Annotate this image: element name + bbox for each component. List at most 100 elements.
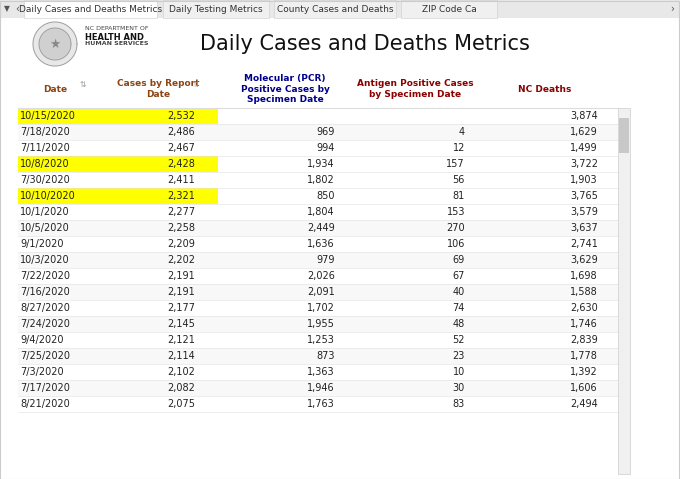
Text: 56: 56 [453, 175, 465, 185]
Text: 7/16/2020: 7/16/2020 [20, 287, 70, 297]
Text: 1,606: 1,606 [571, 383, 598, 393]
Text: Molecular (PCR)
Positive Cases by
Specimen Date: Molecular (PCR) Positive Cases by Specim… [241, 74, 329, 104]
Text: 8/27/2020: 8/27/2020 [20, 303, 70, 313]
Text: 2,177: 2,177 [167, 303, 195, 313]
Bar [18, 380, 618, 396]
Bar [619, 118, 629, 153]
Text: 7/18/2020: 7/18/2020 [20, 127, 70, 137]
Text: 1,746: 1,746 [571, 319, 598, 329]
Text: 873: 873 [316, 351, 335, 361]
Text: 2,277: 2,277 [167, 207, 195, 217]
Text: 3,722: 3,722 [570, 159, 598, 169]
Text: 74: 74 [453, 303, 465, 313]
Text: 1,363: 1,363 [307, 367, 335, 377]
Text: 1,946: 1,946 [307, 383, 335, 393]
Text: Daily Testing Metrics: Daily Testing Metrics [169, 4, 262, 13]
Text: 7/3/2020: 7/3/2020 [20, 367, 64, 377]
Text: 270: 270 [446, 223, 465, 233]
Text: 2,449: 2,449 [307, 223, 335, 233]
Text: 2,202: 2,202 [167, 255, 195, 265]
Text: 979: 979 [316, 255, 335, 265]
Bar [18, 108, 218, 124]
Bar [18, 348, 618, 364]
Text: 1,802: 1,802 [307, 175, 335, 185]
Text: 2,102: 2,102 [167, 367, 195, 377]
Text: 1,253: 1,253 [307, 335, 335, 345]
Text: ‹: ‹ [15, 4, 19, 14]
Text: 1,636: 1,636 [307, 239, 335, 249]
Bar [24, 0, 157, 18]
Text: HEALTH AND: HEALTH AND [85, 33, 144, 42]
Text: 7/22/2020: 7/22/2020 [20, 271, 70, 281]
Text: 2,091: 2,091 [307, 287, 335, 297]
Text: Date: Date [43, 84, 67, 93]
Text: 67: 67 [453, 271, 465, 281]
Text: 2,121: 2,121 [167, 335, 195, 345]
Text: NC Deaths: NC Deaths [518, 84, 572, 93]
Bar [18, 284, 618, 300]
Bar [0, 0, 680, 18]
Text: 3,874: 3,874 [571, 111, 598, 121]
Text: 2,026: 2,026 [307, 271, 335, 281]
Text: HUMAN SERVICES: HUMAN SERVICES [85, 41, 148, 46]
Text: 969: 969 [317, 127, 335, 137]
Text: 81: 81 [453, 191, 465, 201]
Bar [18, 188, 218, 204]
Text: 1,588: 1,588 [571, 287, 598, 297]
Text: 2,532: 2,532 [167, 111, 195, 121]
Text: 1,499: 1,499 [571, 143, 598, 153]
Text: 52: 52 [452, 335, 465, 345]
Text: 1,955: 1,955 [307, 319, 335, 329]
Polygon shape [39, 28, 71, 60]
Text: 30: 30 [453, 383, 465, 393]
Text: 1,763: 1,763 [307, 399, 335, 409]
Bar [274, 0, 396, 18]
Text: Daily Cases and Deaths Metrics: Daily Cases and Deaths Metrics [19, 4, 162, 13]
Bar [0, 70, 680, 108]
Text: 10/10/2020: 10/10/2020 [20, 191, 75, 201]
Text: 1,698: 1,698 [571, 271, 598, 281]
Text: 2,145: 2,145 [167, 319, 195, 329]
Text: Cases by Report
Date: Cases by Report Date [117, 79, 199, 99]
Text: 850: 850 [316, 191, 335, 201]
Text: 1,702: 1,702 [307, 303, 335, 313]
Text: 2,428: 2,428 [167, 159, 195, 169]
Text: 10/1/2020: 10/1/2020 [20, 207, 69, 217]
Bar [18, 124, 618, 140]
Text: 157: 157 [446, 159, 465, 169]
Text: 106: 106 [447, 239, 465, 249]
Text: 9/4/2020: 9/4/2020 [20, 335, 63, 345]
Text: 7/30/2020: 7/30/2020 [20, 175, 70, 185]
Text: 10: 10 [453, 367, 465, 377]
Text: 1,629: 1,629 [571, 127, 598, 137]
Text: 7/24/2020: 7/24/2020 [20, 319, 70, 329]
Text: 2,839: 2,839 [571, 335, 598, 345]
Bar [18, 156, 218, 172]
Text: 994: 994 [317, 143, 335, 153]
Text: 153: 153 [447, 207, 465, 217]
Text: 2,630: 2,630 [571, 303, 598, 313]
Text: 69: 69 [453, 255, 465, 265]
Text: 10/8/2020: 10/8/2020 [20, 159, 69, 169]
Text: 83: 83 [453, 399, 465, 409]
Text: County Cases and Deaths: County Cases and Deaths [277, 4, 393, 13]
Text: 2,411: 2,411 [167, 175, 195, 185]
Text: 1,778: 1,778 [570, 351, 598, 361]
Text: 2,114: 2,114 [167, 351, 195, 361]
Text: ⇅: ⇅ [80, 80, 86, 89]
Text: 3,637: 3,637 [571, 223, 598, 233]
Text: 9/1/2020: 9/1/2020 [20, 239, 63, 249]
Text: 23: 23 [453, 351, 465, 361]
Text: ⇅: ⇅ [193, 80, 199, 89]
Text: 2,209: 2,209 [167, 239, 195, 249]
Text: 2,467: 2,467 [167, 143, 195, 153]
Text: Daily Cases and Deaths Metrics: Daily Cases and Deaths Metrics [200, 34, 530, 54]
Text: ★: ★ [50, 37, 61, 50]
Bar [18, 252, 618, 268]
Text: 2,494: 2,494 [571, 399, 598, 409]
Bar [401, 0, 497, 18]
Text: 3,765: 3,765 [570, 191, 598, 201]
Text: 1,903: 1,903 [571, 175, 598, 185]
Text: 2,741: 2,741 [570, 239, 598, 249]
Text: 2,258: 2,258 [167, 223, 195, 233]
